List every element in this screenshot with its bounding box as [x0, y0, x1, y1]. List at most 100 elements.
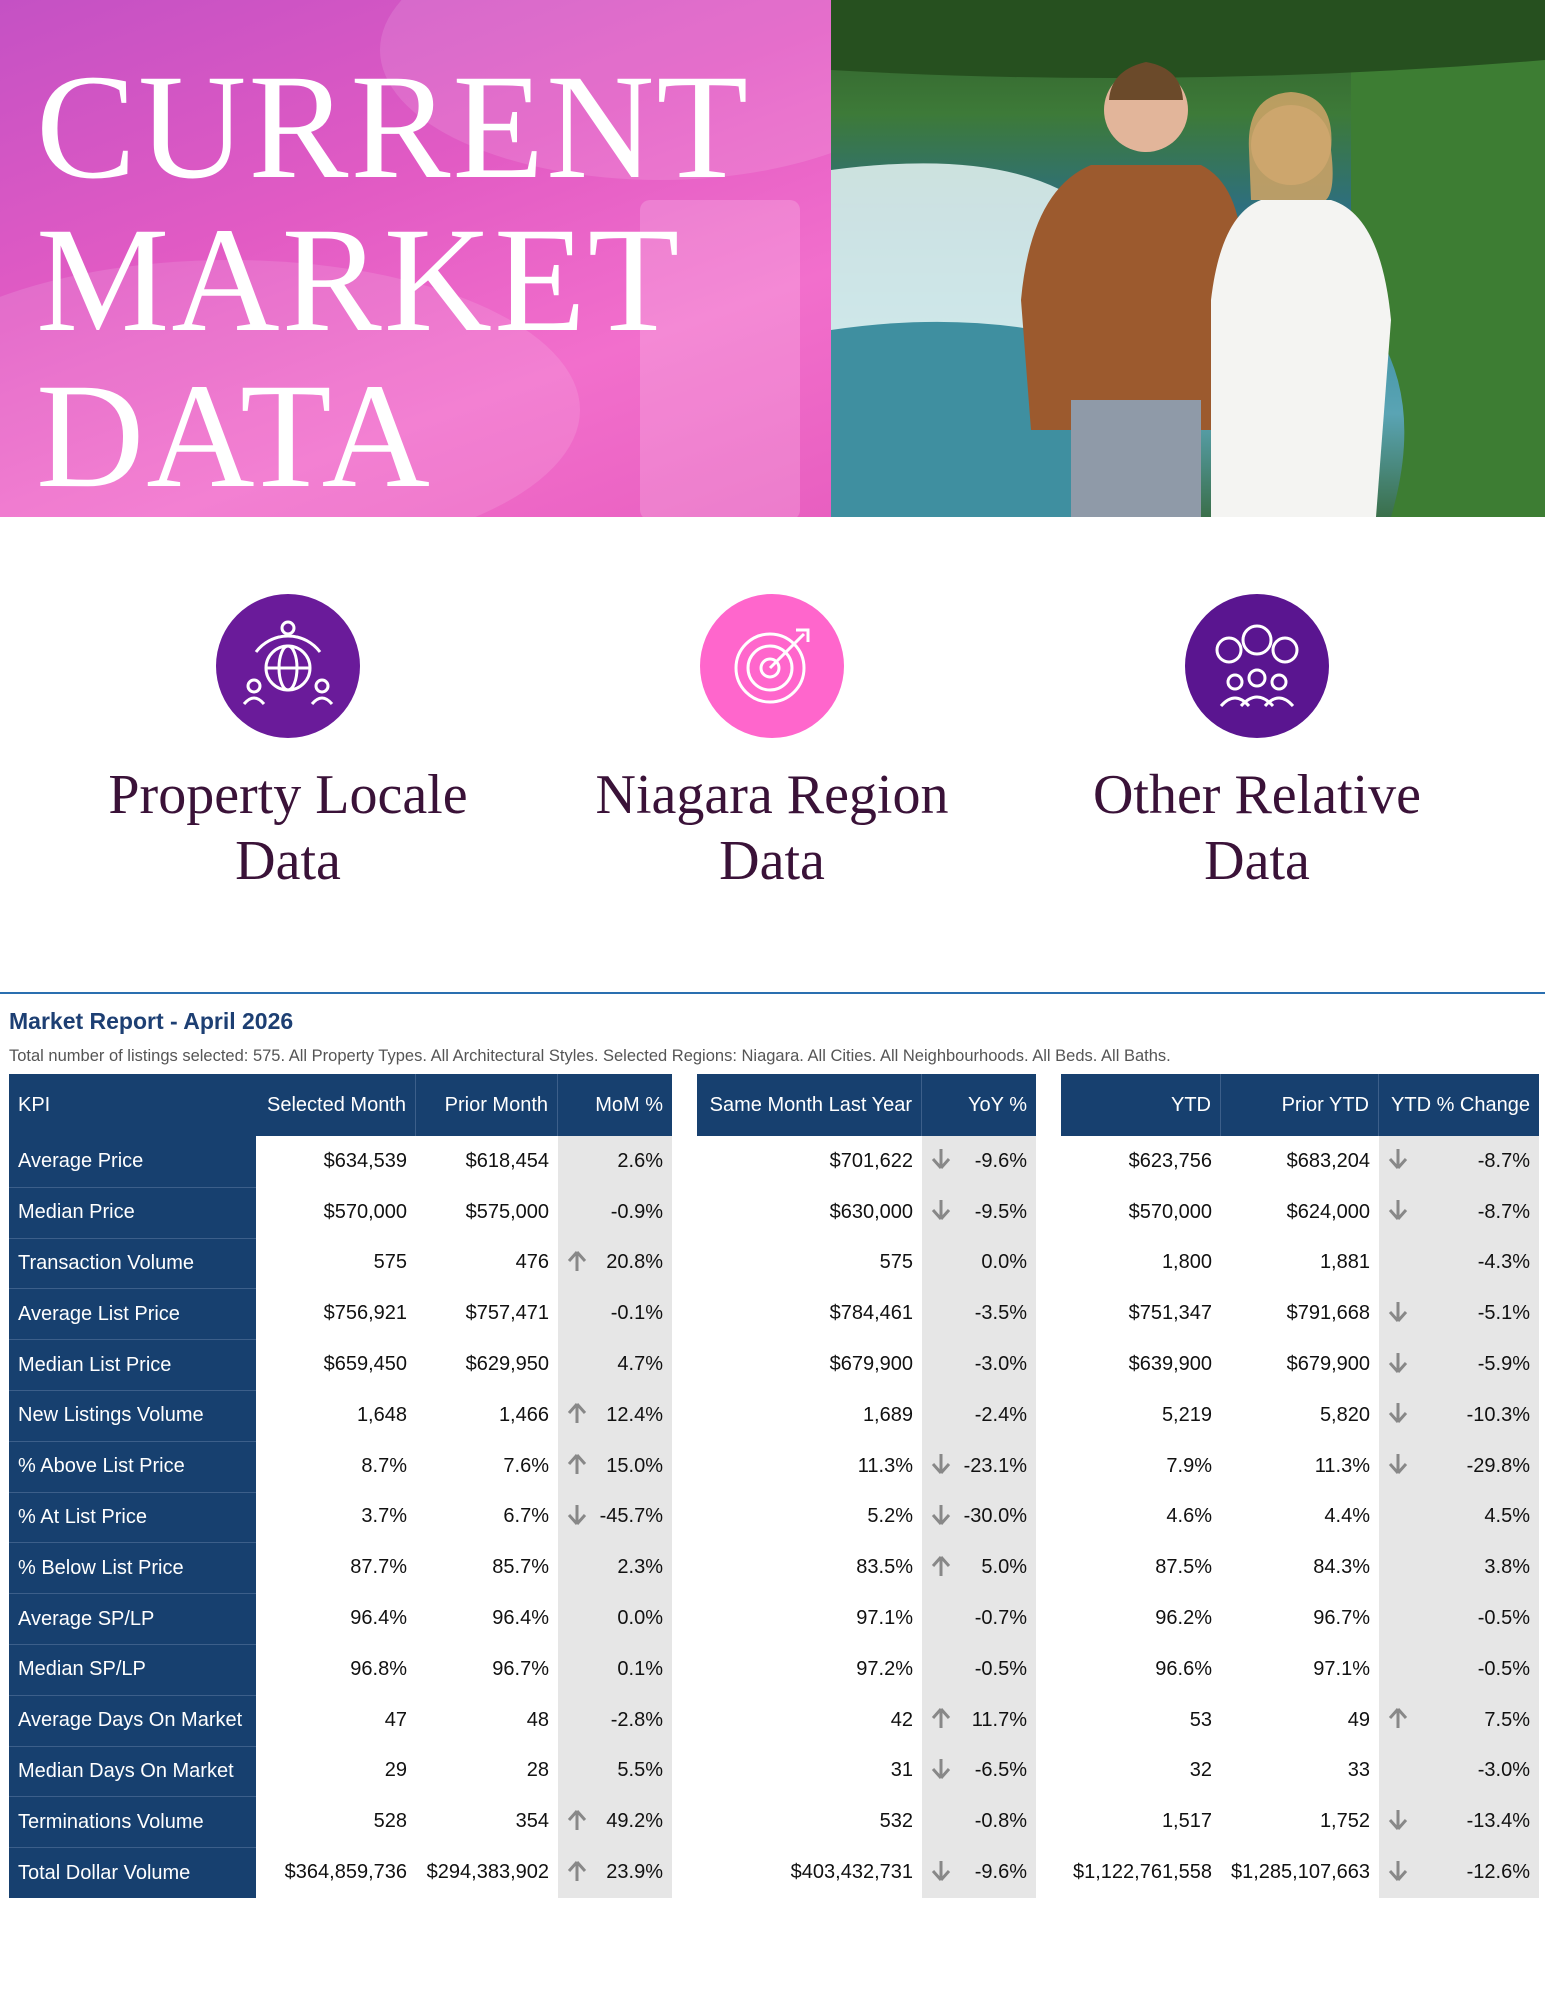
cell-text: 32 — [1189, 1759, 1212, 1782]
trend-arrow — [1388, 1403, 1408, 1424]
percent-cell: -8.7% — [1379, 1136, 1539, 1187]
cell-text: Prior YTD — [1281, 1093, 1369, 1116]
cell-text: 5.5% — [617, 1759, 663, 1782]
value-cell: $1,285,107,663 — [1221, 1847, 1379, 1898]
divider — [0, 992, 1545, 994]
cell-text: $1,285,107,663 — [1230, 1861, 1370, 1884]
percent-cell: 12.4% — [558, 1390, 672, 1441]
report-subtitle: Total number of listings selected: 575. … — [9, 1047, 1171, 1065]
trend-arrow — [1388, 1708, 1408, 1729]
percent-cell: -2.8% — [558, 1694, 672, 1746]
card-label: Property Locale Data — [108, 764, 468, 892]
cell-text: -9.6% — [974, 1861, 1027, 1884]
cell-text: 1,689 — [862, 1403, 913, 1426]
cell-text: -0.5% — [1477, 1607, 1530, 1630]
report-title: Market Report - April 2026 — [9, 1008, 294, 1034]
cell-text: 49 — [1347, 1708, 1370, 1731]
trend-arrow — [931, 1504, 951, 1525]
value-cell: 7.6% — [416, 1440, 558, 1492]
value-cell: 11.3% — [1221, 1440, 1379, 1492]
cell-text: 96.6% — [1155, 1657, 1212, 1680]
value-cell: 42 — [697, 1694, 922, 1746]
value-cell: 96.2% — [1061, 1593, 1221, 1644]
value-cell: 83.5% — [697, 1542, 922, 1594]
cell-text: $294,383,902 — [426, 1861, 549, 1884]
kpi-cell: Terminations Volume — [9, 1796, 256, 1848]
cell-text: 23.9% — [606, 1861, 663, 1884]
cell-text: 29 — [384, 1759, 407, 1782]
cell-text: 4.6% — [1166, 1505, 1212, 1528]
cell-text: $757,471 — [465, 1302, 549, 1325]
cell-text: -3.0% — [1477, 1759, 1530, 1782]
trend-arrow — [931, 1454, 951, 1475]
percent-cell: -30.0% — [922, 1491, 1036, 1543]
cell-text: 5,219 — [1161, 1403, 1212, 1426]
cell-text: Selected Month — [267, 1093, 406, 1116]
header-cell: YoY % — [922, 1074, 1036, 1136]
value-cell: 4.4% — [1221, 1491, 1379, 1543]
cell-text: 96.4% — [350, 1607, 407, 1630]
cell-text: 0.0% — [617, 1607, 663, 1630]
trend-arrow — [567, 1809, 587, 1830]
value-cell: 96.7% — [416, 1644, 558, 1695]
value-cell: 532 — [697, 1796, 922, 1848]
cell-text: Median Days On Market — [18, 1759, 234, 1782]
cell-text: -5.1% — [1477, 1302, 1530, 1325]
cell-text: -13.4% — [1466, 1810, 1530, 1833]
percent-cell: 2.6% — [558, 1136, 672, 1187]
cell-text: 528 — [373, 1810, 407, 1833]
cell-text: 53 — [1189, 1708, 1212, 1731]
cell-text: 575 — [879, 1251, 913, 1274]
kpi-cell: Transaction Volume — [9, 1237, 256, 1289]
percent-cell: -0.9% — [558, 1186, 672, 1238]
card-icon — [1185, 594, 1329, 738]
photo-illustration — [831, 0, 1545, 517]
trend-arrow — [567, 1860, 587, 1881]
value-cell: 29 — [256, 1745, 416, 1797]
cell-text: 354 — [515, 1810, 549, 1833]
cell-text: -29.8% — [1466, 1454, 1530, 1477]
value-cell: 96.8% — [256, 1644, 416, 1695]
cell-text: New Listings Volume — [18, 1404, 204, 1427]
cell-text: -8.7% — [1477, 1149, 1530, 1172]
cell-text: 11.7% — [971, 1708, 1027, 1731]
cell-text: 1,517 — [1161, 1810, 1212, 1833]
card[interactable]: Property Locale Data — [78, 594, 498, 894]
trend-arrow — [1388, 1809, 1408, 1830]
value-cell: 8.7% — [256, 1440, 416, 1492]
cell-text: $683,204 — [1286, 1149, 1370, 1172]
cell-text: 47 — [384, 1708, 407, 1731]
cell-text: -23.1% — [963, 1454, 1027, 1477]
value-cell: $756,921 — [256, 1288, 416, 1340]
percent-cell: -13.4% — [1379, 1796, 1539, 1848]
cell-text: -9.6% — [974, 1149, 1027, 1172]
cell-text: -0.8% — [974, 1810, 1027, 1833]
value-cell: $791,668 — [1221, 1288, 1379, 1340]
cell-text: -3.5% — [974, 1302, 1027, 1325]
trend-arrow — [1388, 1200, 1408, 1221]
trend-arrow — [1388, 1301, 1408, 1322]
cell-text: Total Dollar Volume — [18, 1861, 191, 1884]
cell-text: 97.2% — [856, 1657, 913, 1680]
card[interactable]: Niagara Region Data — [562, 594, 982, 894]
cell-text: % Below List Price — [18, 1556, 184, 1579]
percent-cell: 0.0% — [922, 1237, 1036, 1289]
card[interactable]: Other Relative Data — [1047, 594, 1467, 894]
cell-text: $791,668 — [1286, 1302, 1370, 1325]
value-cell: 1,689 — [697, 1390, 922, 1441]
cell-text: 2.6% — [617, 1149, 663, 1172]
cell-text: $634,539 — [323, 1149, 407, 1172]
cell-text: KPI — [18, 1093, 51, 1116]
cell-text: 3.8% — [1484, 1556, 1530, 1579]
cell-text: 15.0% — [606, 1454, 663, 1477]
value-cell: $294,383,902 — [416, 1847, 558, 1898]
value-cell: 575 — [256, 1237, 416, 1289]
cell-text: 96.7% — [1313, 1607, 1370, 1630]
value-cell: 1,517 — [1061, 1796, 1221, 1848]
percent-cell: -9.5% — [922, 1186, 1036, 1238]
cell-text: -2.4% — [974, 1403, 1027, 1426]
cell-text: 5,820 — [1319, 1403, 1370, 1426]
cell-text: $679,900 — [1286, 1353, 1370, 1376]
percent-cell: -29.8% — [1379, 1440, 1539, 1492]
cell-text: -30.0% — [963, 1505, 1027, 1528]
